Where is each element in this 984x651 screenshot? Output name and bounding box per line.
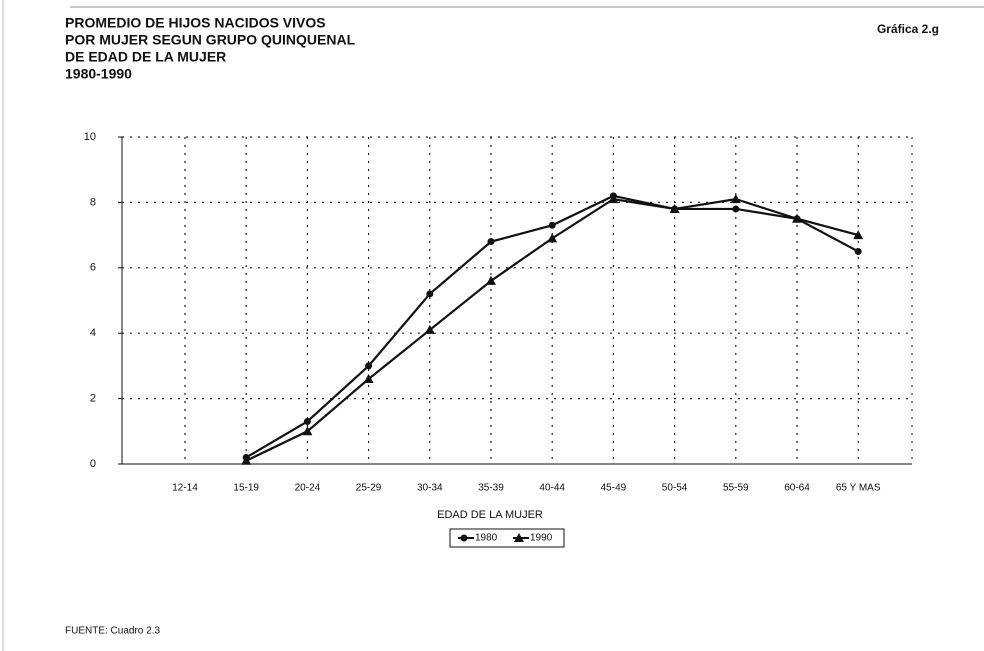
marker	[608, 194, 619, 204]
x-tick-label: 60-64	[784, 483, 810, 494]
chart-title: PROMEDIO DE HIJOS NACIDOS VIVOS	[65, 15, 326, 31]
marker	[514, 533, 524, 542]
x-tick-label: 35-39	[478, 483, 504, 494]
x-tick-label: 40-44	[539, 483, 565, 494]
y-tick-label: 10	[84, 131, 96, 143]
marker	[460, 534, 468, 542]
marker	[241, 455, 252, 465]
marker	[303, 417, 311, 425]
x-tick-label: 20-24	[295, 483, 321, 494]
x-tick-label: 15-19	[233, 483, 259, 494]
marker	[669, 203, 680, 213]
marker	[854, 247, 862, 255]
legend-label: 1990	[530, 533, 553, 544]
marker	[487, 238, 495, 246]
y-tick-label: 2	[90, 393, 96, 405]
marker	[424, 324, 435, 334]
marker	[365, 362, 373, 370]
marker	[730, 194, 741, 204]
chart-title: POR MUJER SEGUN GRUPO QUINQUENAL	[65, 32, 356, 48]
marker	[363, 373, 374, 383]
y-tick-label: 8	[90, 196, 96, 208]
x-tick-label: 65 Y MAS	[836, 483, 881, 494]
marker	[302, 426, 313, 436]
x-tick-label: 55-59	[723, 483, 749, 494]
y-tick-label: 0	[90, 458, 96, 470]
chart-title: DE EDAD DE LA MUJER	[65, 49, 226, 65]
x-tick-label: 45-49	[601, 483, 627, 494]
x-tick-label: 12-14	[172, 483, 198, 494]
legend-box	[449, 528, 565, 548]
y-tick-label: 4	[90, 327, 96, 339]
marker	[486, 275, 496, 285]
marker	[547, 233, 558, 243]
x-axis-label: EDAD DE LA MUJER	[437, 509, 543, 521]
x-tick-label: 50-54	[662, 483, 688, 494]
figure-label: Gráfica 2.g	[877, 22, 939, 36]
marker	[853, 230, 864, 240]
marker	[792, 213, 802, 223]
x-tick-label: 30-34	[417, 483, 443, 494]
source: FUENTE: Cuadro 2.3	[65, 626, 160, 637]
x-tick-label: 25-29	[356, 483, 382, 494]
y-tick-label: 6	[90, 262, 96, 274]
marker	[732, 205, 740, 213]
marker	[548, 221, 556, 229]
marker	[426, 290, 434, 298]
legend-label: 1980	[475, 533, 498, 544]
chart-title: 1980-1990	[65, 66, 132, 82]
